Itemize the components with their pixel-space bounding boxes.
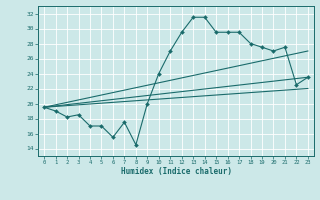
X-axis label: Humidex (Indice chaleur): Humidex (Indice chaleur) xyxy=(121,167,231,176)
